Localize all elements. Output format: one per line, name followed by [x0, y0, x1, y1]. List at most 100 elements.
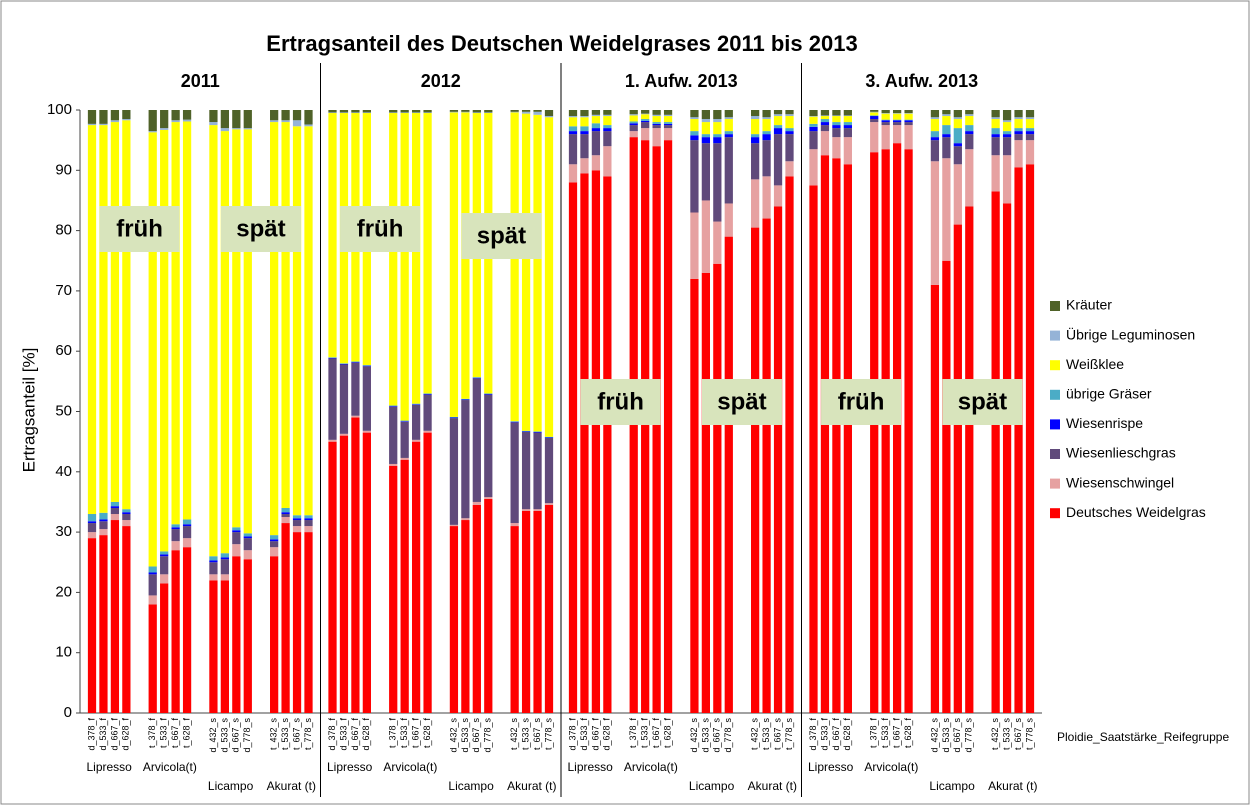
bar-segment	[209, 580, 218, 713]
annotation: spät	[717, 388, 766, 415]
x-tick-label: t_378_f	[628, 718, 638, 749]
bar-segment	[220, 131, 230, 554]
bar-segment	[580, 116, 589, 118]
panel-title: 3. Aufw. 2013	[865, 71, 978, 91]
bar-segment	[110, 507, 120, 515]
bar-segment	[568, 182, 578, 714]
x-tick-label: t_667_s	[1013, 718, 1023, 751]
bar-segment	[171, 122, 180, 525]
bar-segment	[701, 272, 711, 713]
bar-segment	[281, 512, 290, 515]
bar-segment	[510, 112, 519, 422]
bar-segment	[423, 393, 432, 395]
bar-segment	[953, 119, 962, 129]
bar-segment	[148, 572, 157, 575]
x-tick-label: d_667_s	[231, 718, 241, 753]
bar-segment	[809, 116, 818, 117]
bar-segment	[1025, 164, 1035, 713]
group-label: Licampo	[689, 779, 735, 793]
x-tick-label: d_533_s	[460, 718, 470, 753]
bar-segment	[87, 123, 97, 126]
bar-segment	[544, 438, 554, 504]
bar-segment	[220, 574, 230, 581]
bar-segment	[965, 125, 974, 132]
bar-segment	[281, 523, 290, 713]
bar-segment	[991, 110, 1000, 118]
x-tick-label: d_667_s	[471, 718, 481, 753]
bar-segment	[99, 519, 108, 522]
group-label: Akurat (t)	[748, 779, 797, 793]
bar-segment	[843, 164, 852, 713]
bar-segment	[930, 161, 940, 285]
bar-segment	[762, 218, 771, 714]
x-tick-label: t_378_f	[869, 718, 879, 749]
annotation: spät	[958, 388, 1007, 415]
bar-segment	[484, 394, 493, 395]
bar-segment	[965, 116, 974, 126]
bar-segment	[820, 155, 830, 714]
bar-segment	[339, 363, 349, 364]
bar-segment	[328, 358, 337, 440]
panel-title: 2011	[181, 71, 220, 91]
group-label: Licampo	[448, 779, 494, 793]
bar-segment	[820, 125, 830, 132]
bar-segment	[892, 120, 902, 123]
legend-label: Wiesenlieschgras	[1066, 445, 1176, 461]
bar-segment	[1014, 117, 1023, 120]
x-tick-label: t_778_s	[543, 718, 553, 751]
bar-segment	[99, 521, 108, 530]
bar-segment	[449, 418, 459, 525]
x-tick-label: t_533_s	[520, 718, 530, 751]
bar-segment	[270, 556, 279, 713]
bar-segment	[304, 124, 313, 127]
x-tick-label: d_628_f	[121, 718, 131, 751]
bar-segment	[461, 520, 470, 713]
bar-segment	[209, 110, 218, 123]
bar-segment	[472, 504, 481, 713]
bar-segment	[292, 520, 302, 527]
bar-segment	[713, 221, 722, 264]
bar-segment	[641, 119, 650, 121]
bar-segment	[87, 125, 97, 515]
bar-segment	[724, 137, 733, 204]
bar-segment	[411, 403, 421, 405]
bar-segment	[339, 364, 349, 434]
bar-segment	[953, 117, 962, 120]
bar-segment	[870, 122, 879, 153]
bar-segment	[1014, 110, 1023, 118]
x-tick-label: t_432_s	[509, 718, 519, 751]
bar-segment	[1025, 131, 1035, 135]
x-tick-label: t_667_f	[410, 718, 420, 749]
x-tick-label: d_432_s	[929, 718, 939, 753]
bar-segment	[209, 125, 218, 557]
bar-segment	[904, 119, 913, 121]
bar-segment	[820, 131, 830, 156]
bar-segment	[892, 143, 902, 714]
bar-segment	[220, 580, 230, 713]
bar-segment	[423, 394, 432, 395]
legend-label: Übrige Leguminosen	[1066, 325, 1195, 342]
bar-segment	[991, 119, 1000, 129]
bar-segment	[809, 131, 818, 150]
bar-segment	[243, 550, 252, 560]
bar-segment	[580, 158, 589, 174]
bar-segment	[629, 131, 638, 138]
group-label: Arvicola(t)	[383, 760, 437, 774]
bar-segment	[603, 116, 612, 126]
bar-segment	[641, 122, 650, 129]
bar-segment	[423, 112, 432, 114]
x-tick-label: d_432_s	[689, 718, 699, 753]
group-label: Akurat (t)	[988, 779, 1037, 793]
bar-segment	[220, 553, 230, 558]
bar-segment	[209, 562, 218, 575]
group-label: Arvicola(t)	[624, 760, 678, 774]
bar-segment	[270, 535, 279, 540]
x-tick-label: d_778_s	[964, 718, 974, 753]
bar-segment	[220, 557, 230, 560]
group-label: Akurat (t)	[267, 779, 316, 793]
bar-segment	[110, 514, 120, 521]
bar-segment	[843, 122, 852, 126]
bar-segment	[99, 110, 108, 124]
y-tick-label: 90	[55, 161, 72, 178]
